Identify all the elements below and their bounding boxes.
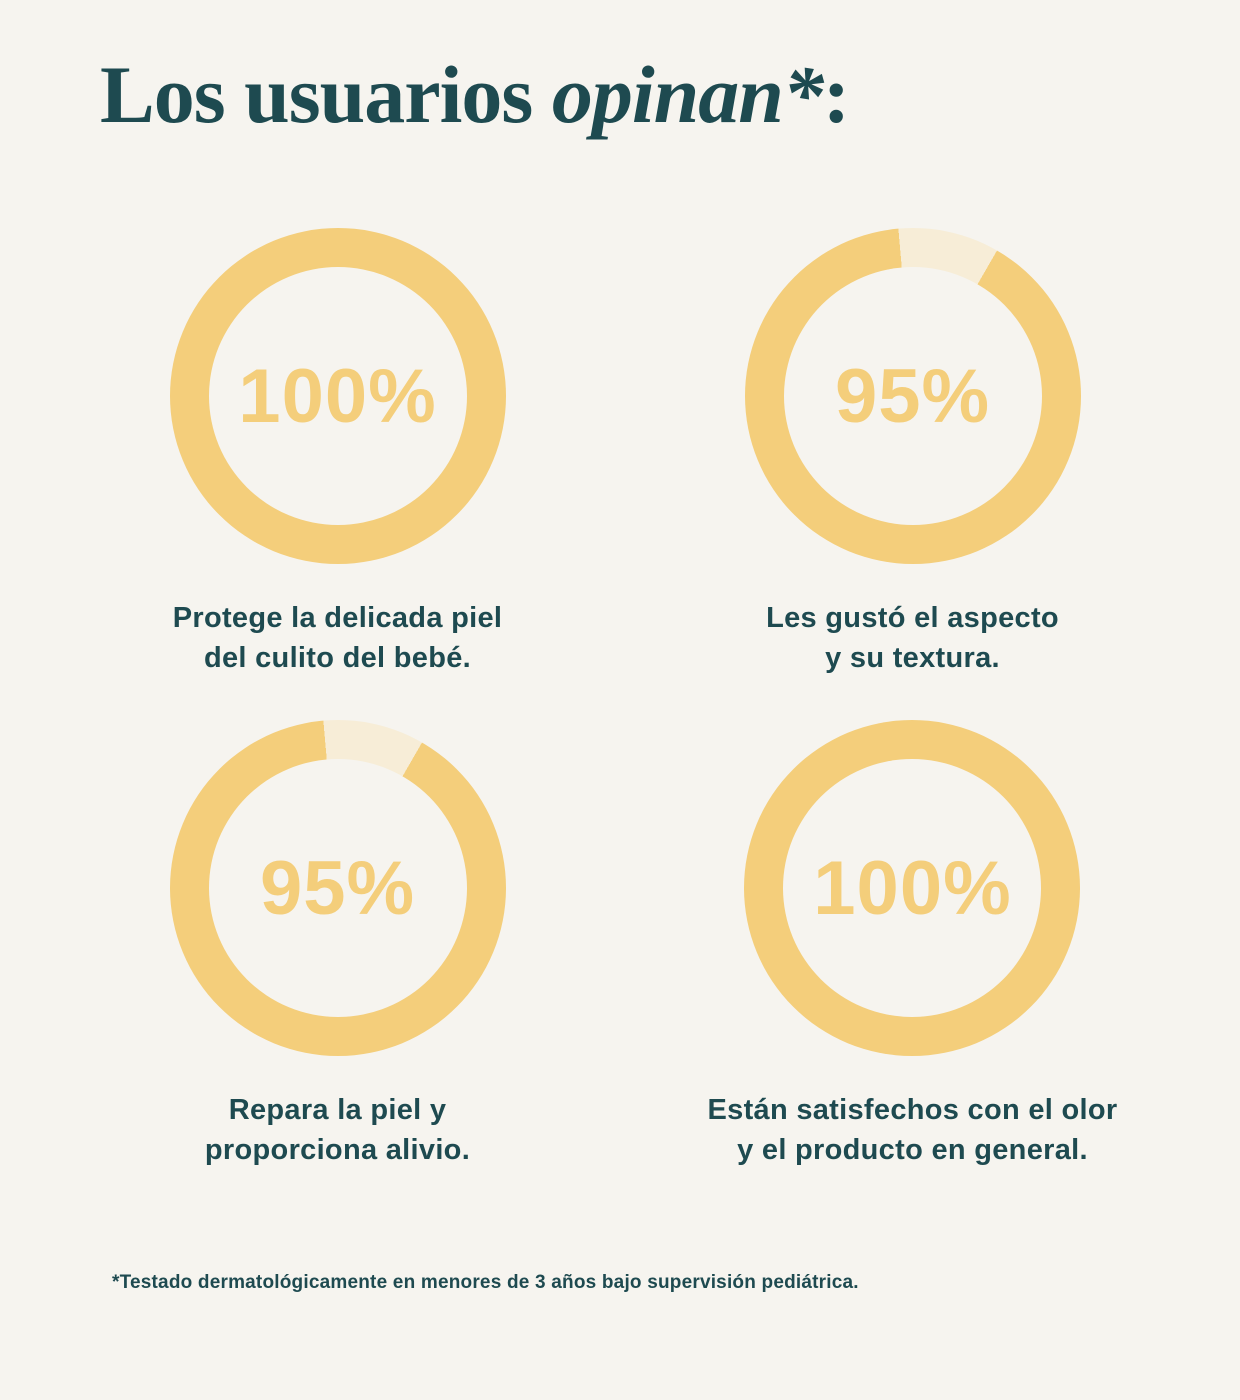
donut-hole bbox=[208, 759, 467, 1017]
donut-chart-95-aspecto: 95% bbox=[744, 228, 1081, 564]
stat-card-satisfechos: 100% Están satisfechos con el olor y el … bbox=[708, 720, 1118, 1170]
donut-chart-100-protege: 100% bbox=[169, 228, 506, 564]
donut-chart-100-satisfechos: 100% bbox=[744, 720, 1081, 1056]
title-colon: : bbox=[822, 49, 850, 140]
stat-caption: Les gustó el aspecto y su textura. bbox=[766, 602, 1059, 674]
percent-label: 100% bbox=[238, 353, 437, 439]
donut-chart-95-repara: 95% bbox=[169, 720, 506, 1056]
stat-card-repara: 95% Repara la piel y proporciona alivio. bbox=[169, 720, 506, 1170]
stat-caption: Están satisfechos con el olor y el produ… bbox=[707, 1094, 1118, 1166]
percent-label: 95% bbox=[259, 845, 416, 931]
footnote: *Testado dermatológicamente en menores d… bbox=[112, 1272, 859, 1293]
page-title: Los usuarios opinan*: bbox=[100, 49, 850, 140]
stat-caption: Protege la delicada piel del culito del … bbox=[172, 602, 503, 674]
donut-hole bbox=[783, 759, 1042, 1017]
stat-card-aspecto: 95% Les gustó el aspecto y su textura. bbox=[744, 228, 1081, 678]
percent-label: 100% bbox=[813, 845, 1012, 931]
title-text-italic: opinan* bbox=[551, 49, 824, 140]
donut-hole bbox=[783, 267, 1042, 525]
donut-hole bbox=[208, 267, 467, 525]
percent-label: 95% bbox=[834, 353, 991, 439]
stat-caption: Repara la piel y proporciona alivio. bbox=[204, 1094, 471, 1166]
title-text-regular: Los usuarios bbox=[100, 49, 552, 140]
stats-grid: 100% Protege la delicada piel del culito… bbox=[50, 228, 1200, 1170]
stat-card-protege: 100% Protege la delicada piel del culito… bbox=[169, 228, 506, 678]
